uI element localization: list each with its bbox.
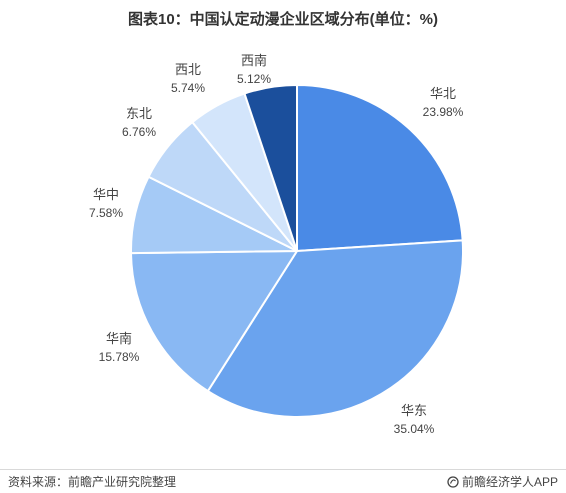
slice-label: 华北 — [430, 86, 456, 101]
slice-value-label: 15.78% — [99, 350, 140, 364]
pie-slice — [129, 249, 299, 393]
slice-value-label: 35.04% — [394, 422, 435, 436]
slice-label: 华东 — [401, 403, 427, 418]
slice-label: 华南 — [106, 331, 132, 346]
brand-name: 前瞻经济学人APP — [461, 475, 558, 489]
footer: 资料来源：前瞻产业研究院整理 前瞻经济学人APP — [0, 469, 566, 493]
slice-value-label: 7.58% — [89, 206, 123, 220]
slice-label: 华中 — [93, 187, 119, 202]
slice-value-label: 5.12% — [237, 72, 271, 86]
pie-slice — [243, 83, 298, 252]
slice-label: 东北 — [126, 106, 152, 121]
pie-slice — [296, 83, 464, 253]
watermark-logo-icon — [447, 475, 459, 488]
slice-value-label: 5.74% — [171, 81, 205, 95]
slice-label: 西北 — [175, 62, 201, 77]
slice-value-label: 23.98% — [423, 105, 464, 119]
pie-slice — [206, 239, 465, 419]
source-note: 资料来源：前瞻产业研究院整理 — [8, 475, 177, 489]
slice-label: 西南 — [241, 53, 267, 68]
slice-value-label: 6.76% — [122, 125, 156, 139]
chart-title: 图表10：中国认定动漫企业区域分布(单位：%) — [127, 11, 438, 28]
brand: 前瞻经济学人APP — [447, 473, 558, 490]
